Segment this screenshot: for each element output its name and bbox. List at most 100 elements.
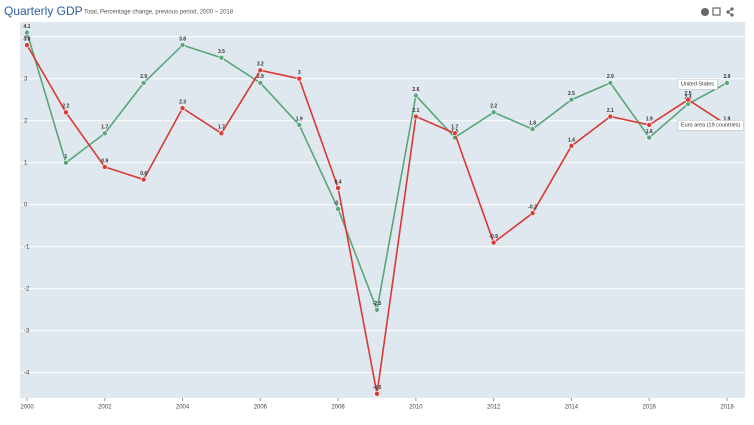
data-point xyxy=(101,164,108,170)
data-point xyxy=(374,306,380,313)
data-label: 2.5 xyxy=(568,91,575,97)
data-label: 1.9 xyxy=(646,116,653,122)
info-icon[interactable] xyxy=(701,8,709,16)
data-point xyxy=(490,109,497,116)
data-point xyxy=(529,126,536,132)
data-point xyxy=(374,390,380,397)
toolbar xyxy=(701,7,734,17)
data-point xyxy=(646,122,653,128)
data-label: 0.6 xyxy=(140,171,147,177)
share-icon[interactable] xyxy=(726,7,734,17)
expand-icon[interactable] xyxy=(712,7,721,16)
data-point xyxy=(257,80,264,86)
x-tick-label: 2008 xyxy=(331,405,345,411)
data-point xyxy=(413,92,419,99)
data-point xyxy=(724,80,730,86)
data-label: 1.7 xyxy=(101,125,108,131)
data-label: 3 xyxy=(298,70,301,76)
y-tick-label: -2 xyxy=(24,286,30,292)
legend-box xyxy=(677,120,744,131)
data-point xyxy=(140,176,147,183)
data-label: 1 xyxy=(64,154,67,160)
chart-subtitle: Total, Percentage change, previous perio… xyxy=(84,10,234,16)
data-point xyxy=(490,239,497,246)
y-tick-label: -4 xyxy=(24,370,30,376)
x-tick-label: 2006 xyxy=(254,405,268,411)
data-label: 3.2 xyxy=(257,62,264,68)
data-point xyxy=(218,130,225,137)
y-tick-label: 2 xyxy=(24,118,28,124)
plot-area xyxy=(20,22,745,398)
data-point xyxy=(101,130,108,137)
y-tick-label: -1 xyxy=(24,244,30,250)
data-label: 2.9 xyxy=(607,74,614,80)
data-label: 1.7 xyxy=(218,125,225,131)
data-label: 1.7 xyxy=(451,125,458,131)
data-label: 1.4 xyxy=(568,137,575,143)
y-tick-label: -3 xyxy=(24,328,30,334)
x-tick-label: 2004 xyxy=(176,405,190,411)
data-point xyxy=(529,210,536,216)
y-tick-label: 1 xyxy=(24,160,28,166)
data-point xyxy=(335,206,341,212)
data-point xyxy=(335,185,341,191)
chart-title: Quarterly GDP xyxy=(4,4,83,18)
data-point xyxy=(413,113,419,120)
data-label: 3.5 xyxy=(218,49,225,55)
x-tick-label: 2000 xyxy=(20,405,34,411)
data-label: -4.5 xyxy=(373,385,382,391)
legend-label: United States xyxy=(681,81,714,87)
x-tick-label: 2002 xyxy=(98,405,112,411)
data-point xyxy=(140,80,147,86)
data-label: 4.1 xyxy=(24,24,31,30)
data-label: 1.8 xyxy=(529,120,536,126)
data-label: -0.2 xyxy=(528,204,537,210)
data-label: 2.2 xyxy=(490,104,497,110)
x-tick-label: 2018 xyxy=(720,405,734,411)
data-label: 2.3 xyxy=(179,99,186,105)
data-point xyxy=(296,122,303,128)
x-tick-label: 2014 xyxy=(565,405,579,411)
data-point xyxy=(451,130,458,137)
data-label: 3.8 xyxy=(24,36,31,42)
data-label: 2.6 xyxy=(412,87,419,93)
data-point xyxy=(607,80,614,86)
y-tick-label: 3 xyxy=(24,76,28,82)
data-point xyxy=(24,29,30,36)
x-tick-label: 2016 xyxy=(643,405,657,411)
data-point xyxy=(63,159,69,166)
data-label: 0.4 xyxy=(335,179,342,185)
legend-label: Euro area (19 countries) xyxy=(681,122,740,128)
data-label: -0.1 xyxy=(334,200,343,206)
data-point xyxy=(646,134,653,141)
data-label: -2.5 xyxy=(373,301,382,307)
data-label: 2.5 xyxy=(685,91,692,97)
data-point xyxy=(24,42,30,48)
data-point xyxy=(568,96,575,103)
data-label: 3.8 xyxy=(179,36,186,42)
data-label: 1.9 xyxy=(296,116,303,122)
data-label: 2.9 xyxy=(140,74,147,80)
data-point xyxy=(685,96,691,103)
data-point xyxy=(63,109,69,116)
data-label: 2.9 xyxy=(724,74,731,80)
x-tick-label: 2012 xyxy=(487,405,501,411)
data-label: 1.6 xyxy=(646,129,653,135)
data-point xyxy=(257,67,264,74)
data-label: 1.9 xyxy=(724,116,731,122)
data-point xyxy=(179,105,186,111)
data-point xyxy=(218,54,225,61)
data-label: 2.1 xyxy=(607,108,614,114)
data-point xyxy=(296,75,303,82)
data-point xyxy=(568,143,575,149)
data-label: -0.9 xyxy=(489,234,498,240)
data-point xyxy=(179,42,186,48)
data-label: 2.2 xyxy=(62,104,69,110)
data-label: 2.1 xyxy=(412,108,419,114)
data-point xyxy=(607,113,614,120)
x-tick-label: 2010 xyxy=(409,405,423,411)
y-tick-label: 0 xyxy=(24,202,28,208)
legend-box xyxy=(677,79,718,90)
data-label: 2.9 xyxy=(257,74,264,80)
